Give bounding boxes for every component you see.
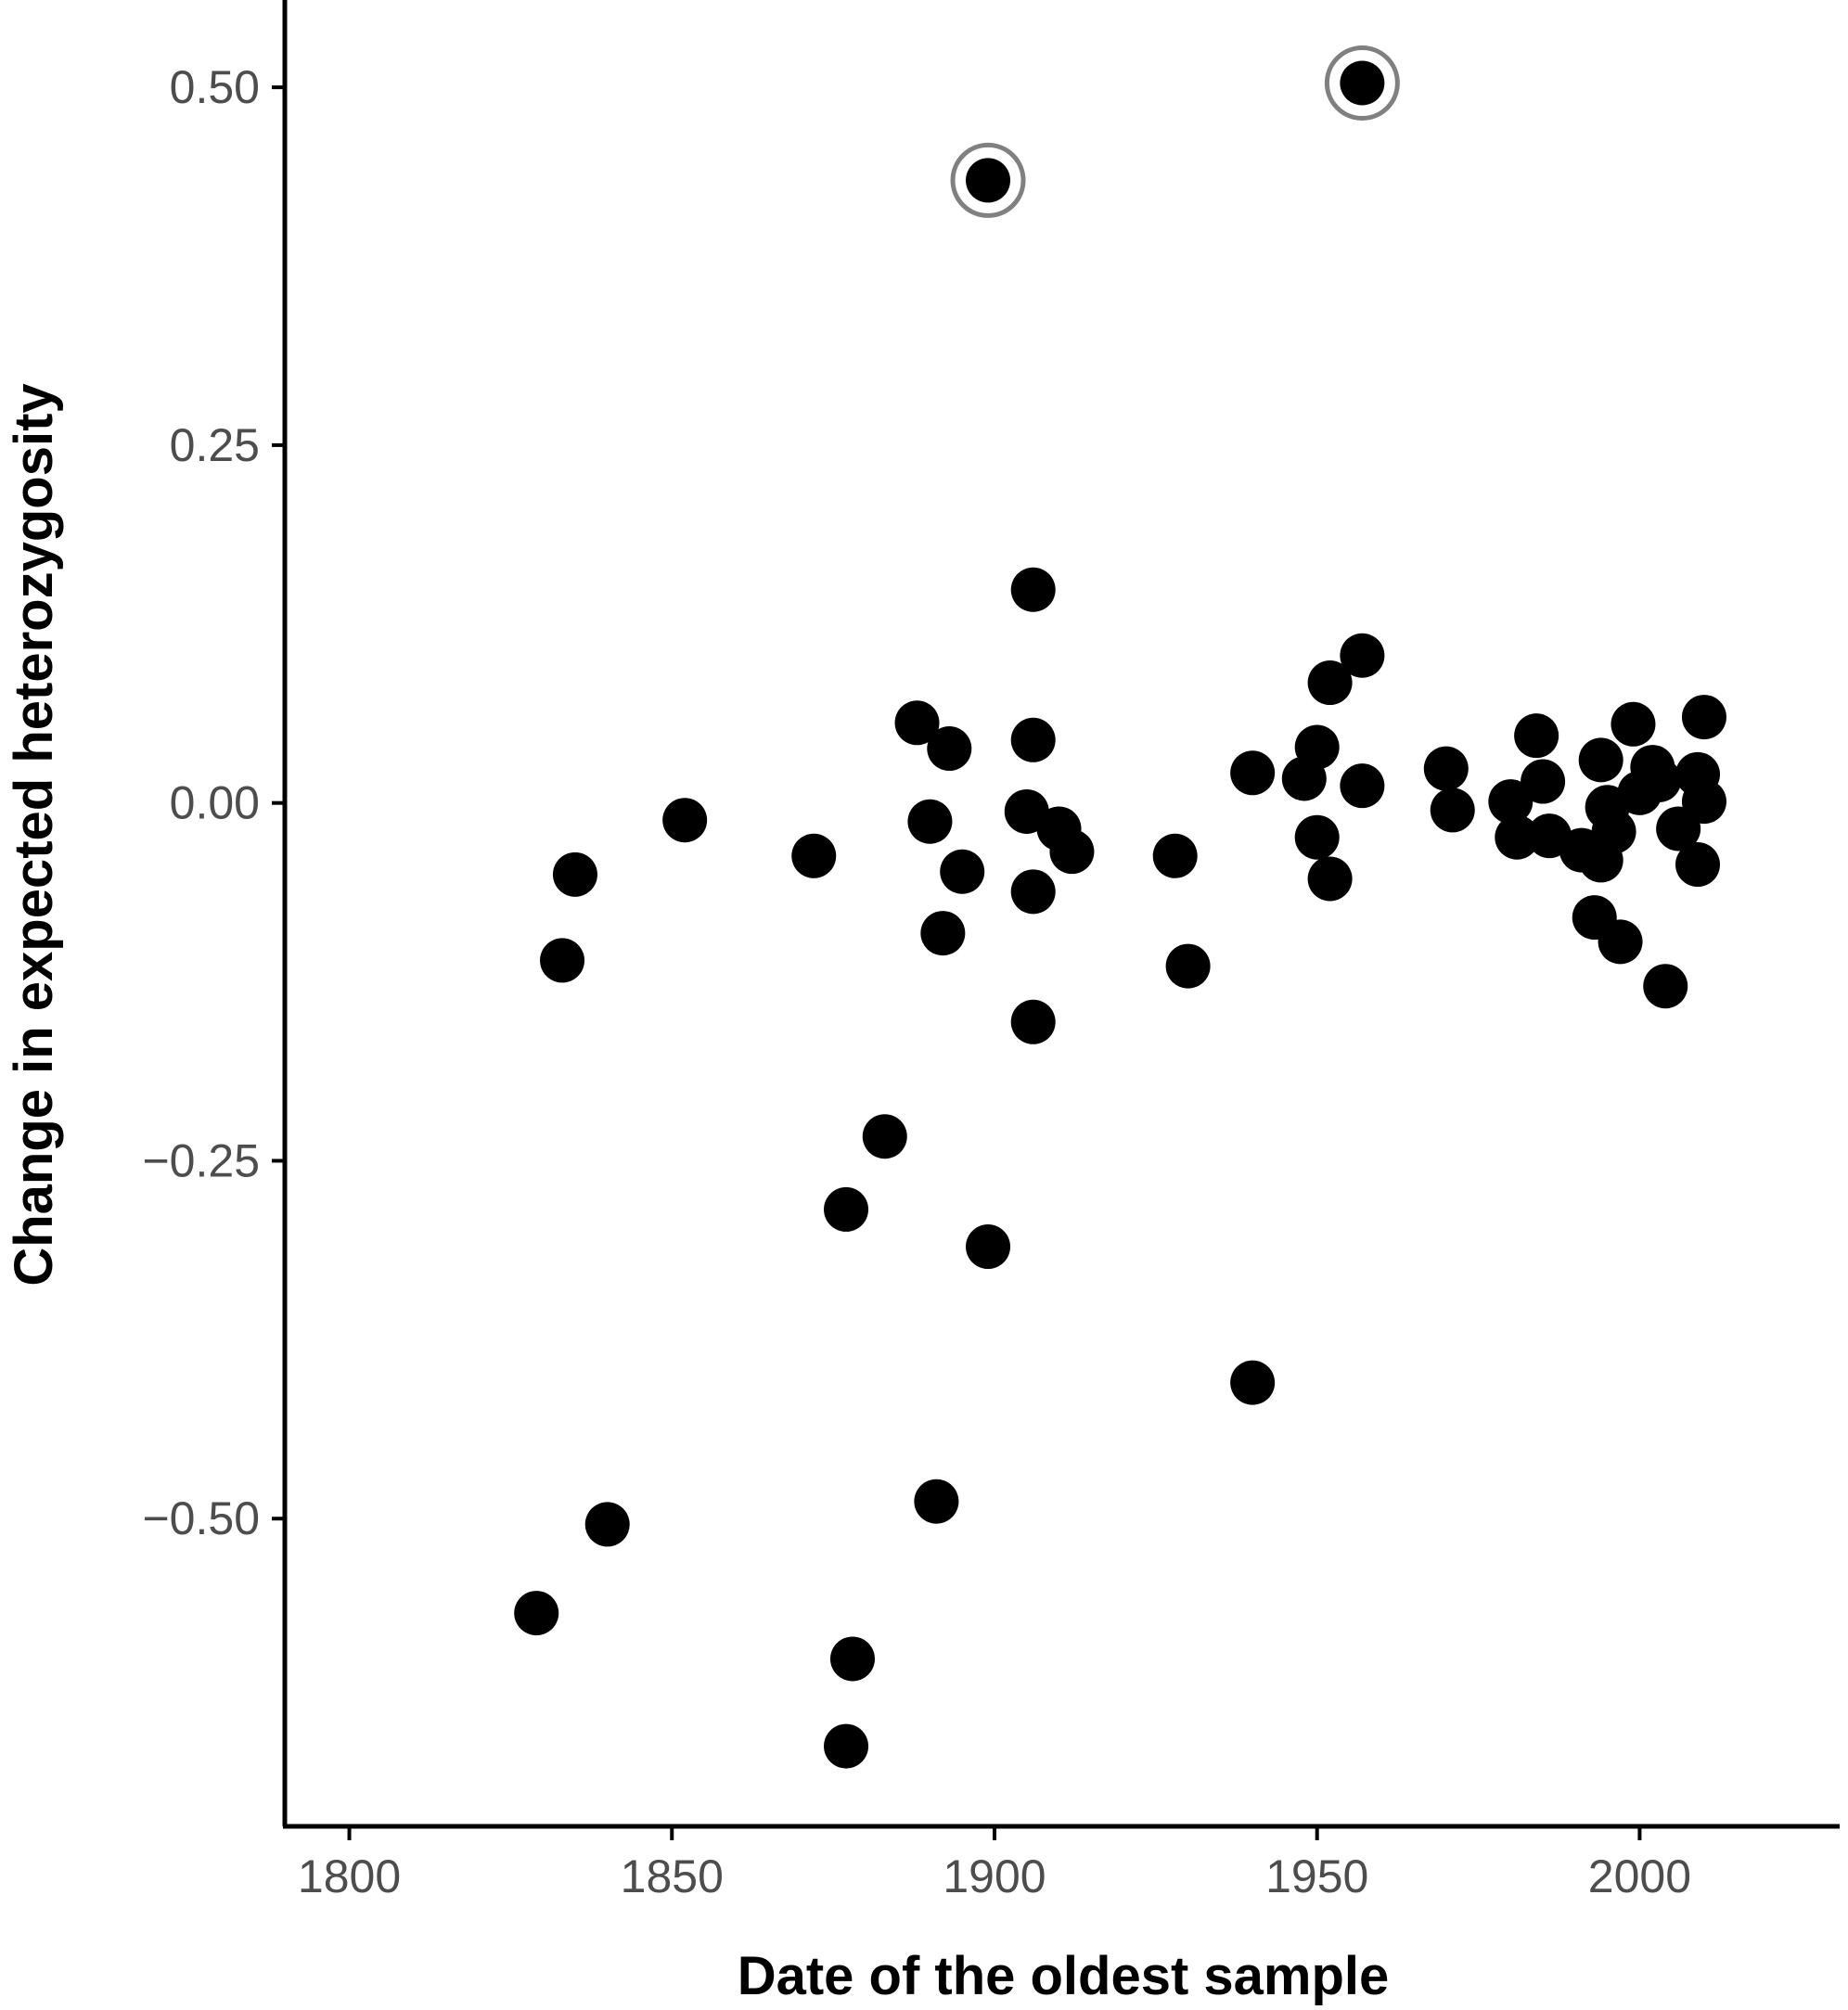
highlight-ring	[950, 142, 1026, 218]
data-point	[1598, 919, 1643, 965]
data-point	[1230, 1360, 1276, 1405]
data-point	[1010, 999, 1056, 1044]
data-point	[1636, 757, 1682, 802]
y-tick-label: −0.25	[142, 1134, 260, 1186]
data-point	[1514, 713, 1559, 759]
data-point	[1488, 779, 1534, 825]
highlight-ring	[1324, 45, 1400, 121]
data-point	[514, 1591, 559, 1636]
data-point	[966, 1224, 1011, 1270]
data-point	[540, 938, 585, 983]
x-axis-ticks: 1800 1850 1900 1950 2000	[298, 1826, 1691, 1902]
data-point	[1675, 842, 1721, 888]
data-point	[1340, 60, 1385, 106]
data-point	[920, 911, 966, 956]
data-point	[1340, 763, 1385, 809]
data-point	[1430, 787, 1475, 833]
data-point	[1495, 814, 1540, 860]
data-point	[914, 1479, 959, 1524]
data-point	[862, 1114, 907, 1159]
data-point	[1591, 809, 1636, 854]
data-point	[1681, 695, 1726, 740]
data-point	[1010, 567, 1056, 612]
data-point	[1340, 633, 1385, 678]
y-axis-title: Change in expected heterozygosity	[4, 383, 64, 1286]
data-point	[1010, 717, 1056, 762]
data-point	[1230, 750, 1276, 796]
data-point	[927, 726, 972, 772]
data-point	[791, 833, 837, 878]
data-point	[1578, 737, 1623, 783]
data-point	[1294, 814, 1340, 860]
x-axis-title: Date of the oldest sample	[738, 1946, 1390, 2006]
data-point	[1281, 756, 1327, 801]
x-tick-label: 1800	[298, 1850, 401, 1902]
x-tick-label: 2000	[1588, 1850, 1691, 1902]
x-tick-label: 1850	[621, 1850, 724, 1902]
y-tick-label: 0.50	[170, 61, 260, 113]
data-point	[1152, 833, 1198, 878]
data-point	[662, 798, 708, 843]
data-point	[824, 1186, 869, 1232]
data-point	[907, 799, 953, 844]
data-point	[940, 849, 985, 894]
data-point	[584, 1502, 630, 1547]
data-point	[894, 700, 940, 746]
data-point	[1521, 759, 1566, 804]
data-point	[1681, 779, 1726, 825]
data-point	[824, 1723, 869, 1769]
data-point	[829, 1636, 875, 1682]
y-tick-label: −0.50	[142, 1492, 260, 1544]
y-tick-label: 0.00	[170, 777, 260, 829]
data-point	[1010, 869, 1056, 915]
y-tick-label: 0.25	[170, 419, 260, 471]
data-point	[1423, 746, 1469, 791]
data-point	[552, 851, 597, 897]
data-point	[1643, 964, 1688, 1009]
data-point	[1307, 660, 1353, 706]
data-point	[966, 158, 1011, 203]
data-point	[1049, 829, 1095, 875]
y-axis-ticks: 0.50 0.25 0.00 −0.25 −0.50	[142, 61, 285, 1544]
data-point	[1307, 856, 1353, 902]
data-point	[1611, 701, 1656, 747]
x-tick-label: 1900	[943, 1850, 1046, 1902]
points-layer	[514, 45, 1726, 1769]
x-tick-label: 1950	[1265, 1850, 1368, 1902]
data-point	[1165, 943, 1211, 989]
